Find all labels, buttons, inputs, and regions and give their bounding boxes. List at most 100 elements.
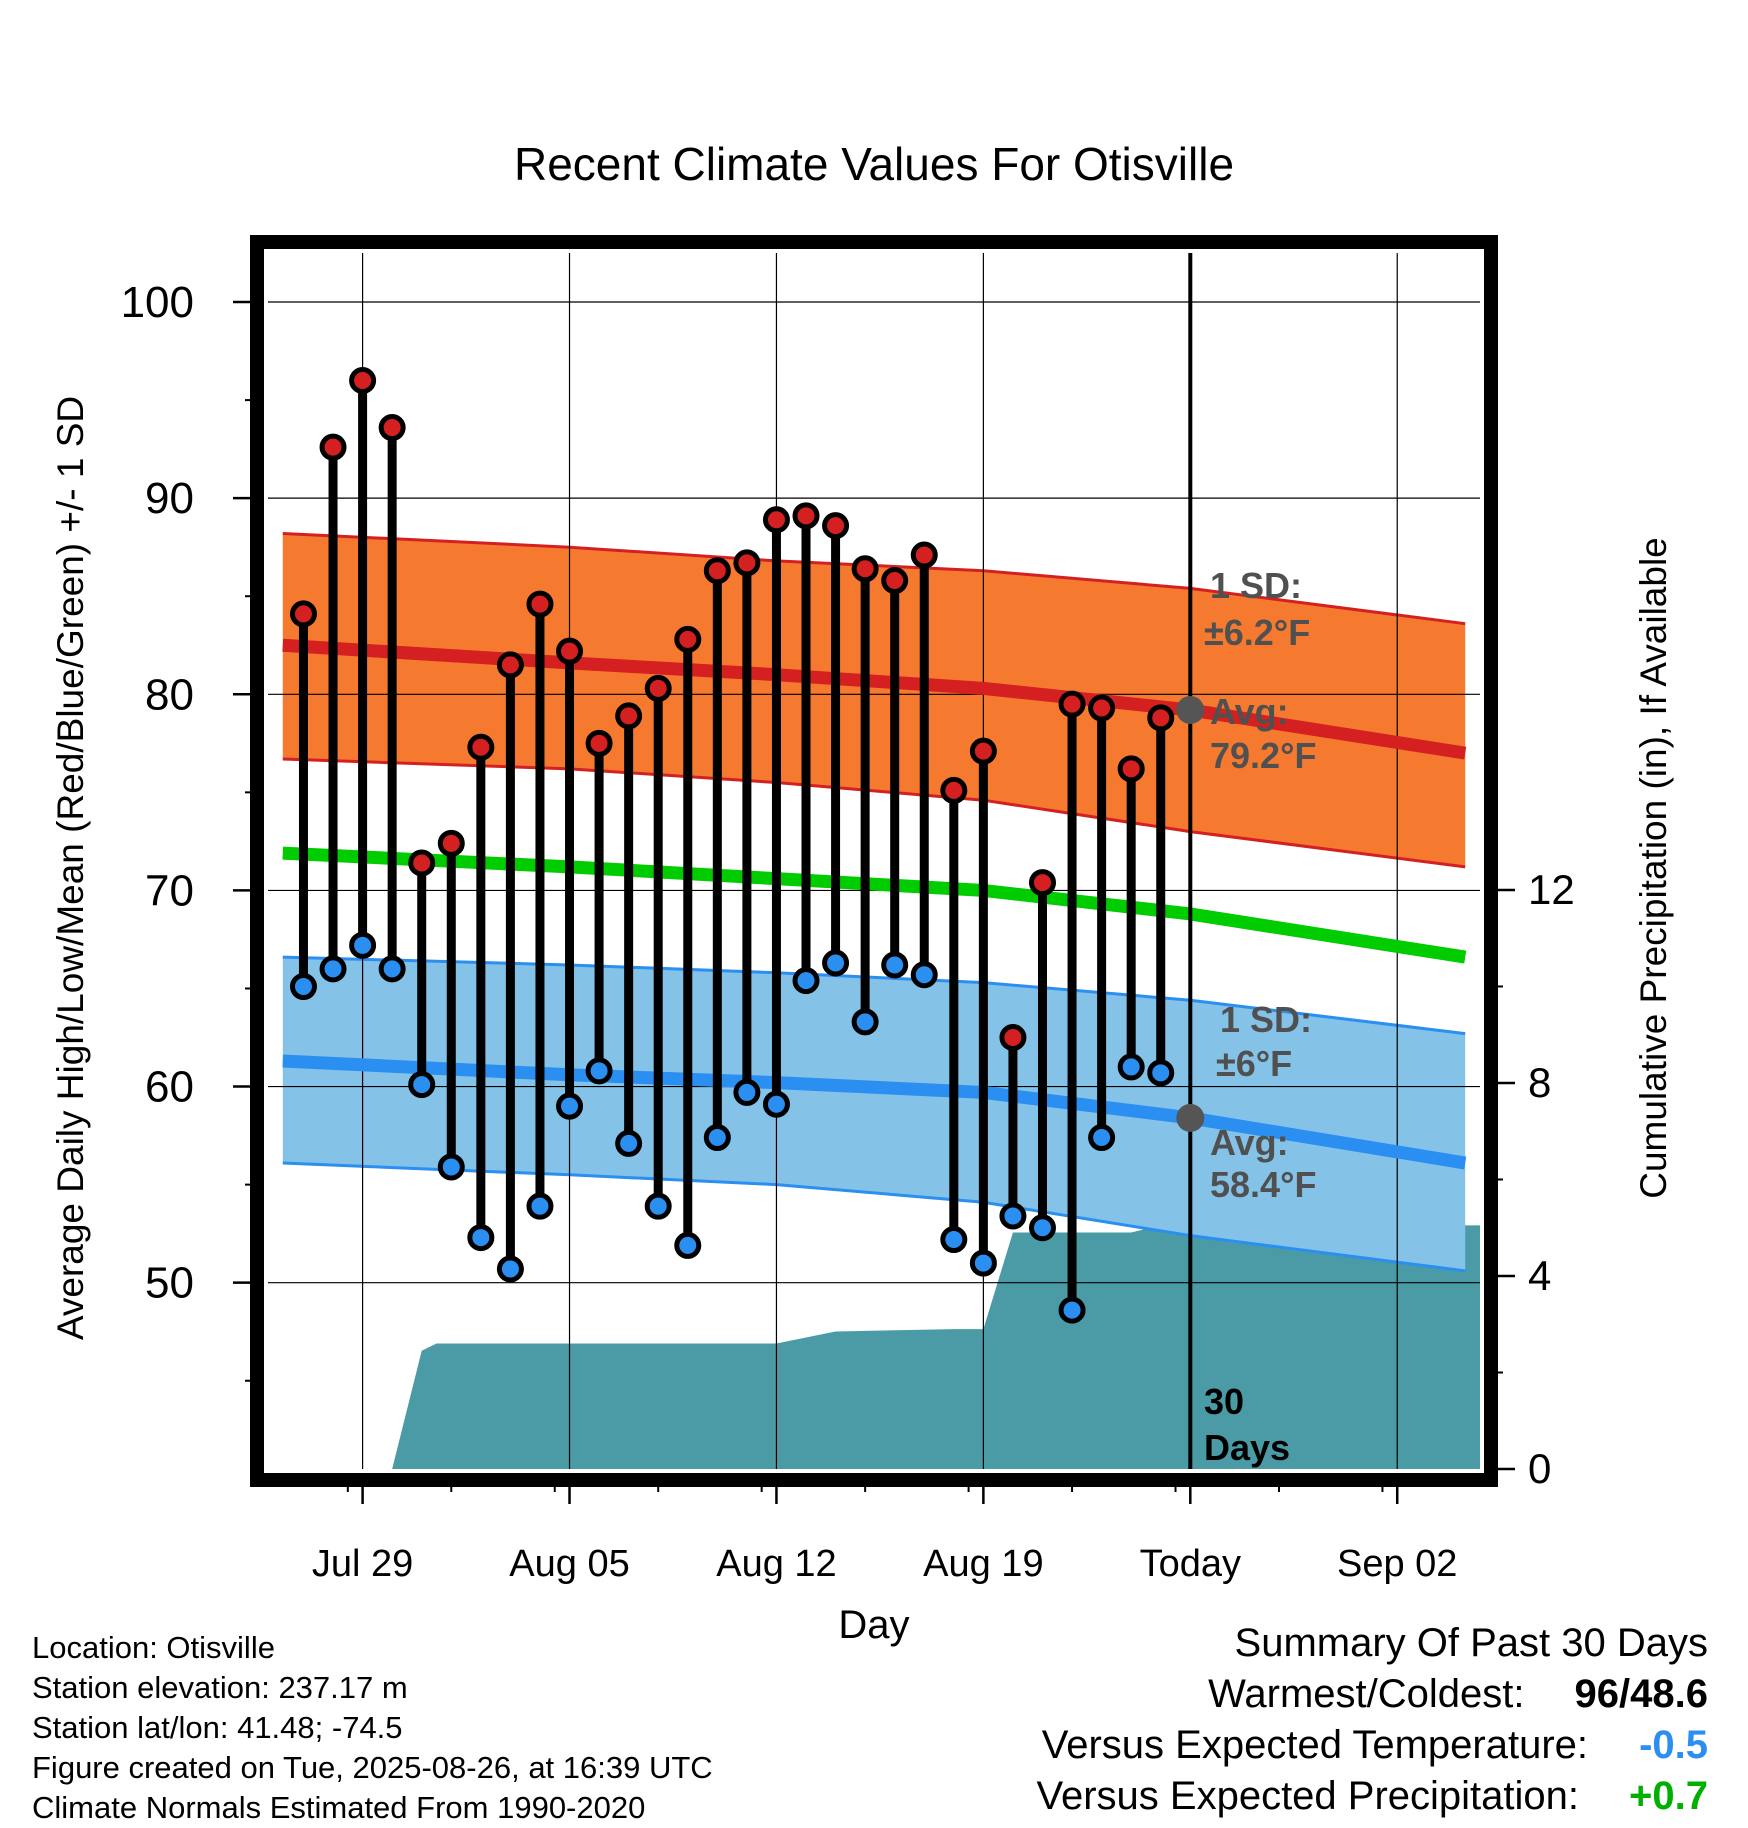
summary-panel: Summary Of Past 30 Days Warmest/Coldest:… [1037,1618,1709,1822]
temp-departure-value: -0.5 [1639,1723,1708,1767]
low-lower-line [282,1161,1466,1273]
figure-created: Figure created on Tue, 2025-08-26, at 16… [32,1750,713,1785]
high-point [289,600,317,628]
y-tick-label-3: 80 [145,670,194,719]
x-tick-label-5: Sep 02 [1337,1543,1457,1585]
low-point [851,1008,879,1036]
y-tick-label-2: 70 [145,866,194,915]
warmest-coldest-value: 96/48.6 [1575,1669,1708,1720]
high-point [733,549,761,577]
station-latlon: Station lat/lon: 41.48; -74.5 [32,1710,403,1745]
today-high-avg-marker [1176,695,1205,724]
plot-area [268,253,1480,1469]
high-point [467,733,495,761]
mean-normal-line [282,846,1467,964]
high-point [378,414,406,442]
low-point [733,1078,761,1106]
warmest-coldest-label: Warmest/Coldest: [1208,1672,1525,1716]
summary-precip-row: Versus Expected Precipitation: +0.7 [1037,1771,1709,1822]
high-sd-band [282,533,1466,867]
low-point [969,1249,997,1277]
low-point [940,1226,968,1254]
low-point [881,951,909,979]
low-point [408,1071,436,1099]
high-point [1028,869,1056,897]
low-point [1088,1124,1116,1152]
high-point [585,729,613,757]
low-point [1117,1053,1145,1081]
precip-area [392,1225,1480,1469]
low-point [703,1124,731,1152]
low-point [1028,1214,1056,1242]
high-point [969,737,997,765]
temp-departure-label: Versus Expected Temperature: [1041,1723,1588,1767]
coldest-value: 48.6 [1630,1672,1708,1716]
low-point [289,973,317,1001]
summary-warmest-row: Warmest/Coldest: 96/48.6 [1037,1669,1708,1720]
low-upper-line [282,955,1466,1036]
high-point [851,555,879,583]
axes: 50 60 70 80 90 100 0 4 8 12 Jul 29 Aug 05 Aug 12 Aug … [50,235,1674,1647]
low-point [1147,1059,1175,1087]
low-point [319,955,347,983]
high-point [762,506,790,534]
x-tick-label-4: Today [1140,1543,1241,1585]
high-point [556,637,584,665]
days-count-label: 30 [1204,1381,1244,1422]
precip-departure-label: Versus Expected Precipitation: [1036,1774,1580,1818]
low-point [644,1192,672,1220]
high-point [674,625,702,653]
y2-tick-label-2: 8 [1528,1059,1551,1106]
y-axis-label: Average Daily High/Low/Mean (Red/Blue/Gr… [50,396,91,1340]
x-tick-label-3: Aug 19 [923,1543,1043,1585]
low-point [762,1090,790,1118]
high-point [940,776,968,804]
low-avg-value: 58.4°F [1210,1164,1316,1205]
low-point [999,1202,1027,1230]
low-point [910,961,938,989]
x-tick-label-1: Aug 05 [509,1543,629,1585]
high-point [615,702,643,730]
low-point [496,1255,524,1283]
high-point [319,433,347,461]
summary-temp-row: Versus Expected Temperature: -0.5 [1037,1720,1708,1771]
high-upper-line [282,531,1466,626]
warmest-value: 96 [1574,1672,1620,1716]
y-tick-label-5: 100 [121,278,194,327]
y-tick-label-1: 60 [145,1063,194,1112]
low-point [615,1129,643,1157]
y2-axis-label: Cumulative Precipitation (in), If Availa… [1633,537,1674,1199]
climate-normals-note: Climate Normals Estimated From 1990-2020 [32,1790,646,1825]
high-avg-label: Avg: [1210,691,1289,732]
y2-tick-label-0: 0 [1528,1445,1551,1492]
high-point [437,829,465,857]
high-point [822,512,850,540]
high-sd-label: 1 SD: [1210,565,1302,606]
x-axis-label: Day [838,1603,909,1647]
high-sd-value: ±6.2°F [1204,612,1310,653]
low-sd-band [282,957,1466,1271]
high-point [999,1024,1027,1052]
low-point [822,949,850,977]
x-tick-label-2: Aug 12 [716,1543,836,1585]
y-tick-label-4: 90 [145,474,194,523]
data-marks [289,366,1205,1324]
low-point [585,1057,613,1085]
low-point [792,967,820,995]
y2-tick-label-1: 4 [1528,1252,1551,1299]
high-point [792,502,820,530]
warmest-coldest-separator: / [1619,1672,1631,1716]
station-elevation: Station elevation: 237.17 m [32,1670,408,1705]
y-tick-label-0: 50 [145,1259,194,1308]
high-point [1088,694,1116,722]
low-point [378,955,406,983]
low-sd-value: ±6°F [1216,1043,1292,1084]
low-point [437,1153,465,1181]
high-point [496,651,524,679]
high-point [1117,755,1145,783]
y2-tick-label-3: 12 [1528,866,1575,913]
low-point [674,1231,702,1259]
days-word-label: Days [1204,1427,1290,1468]
